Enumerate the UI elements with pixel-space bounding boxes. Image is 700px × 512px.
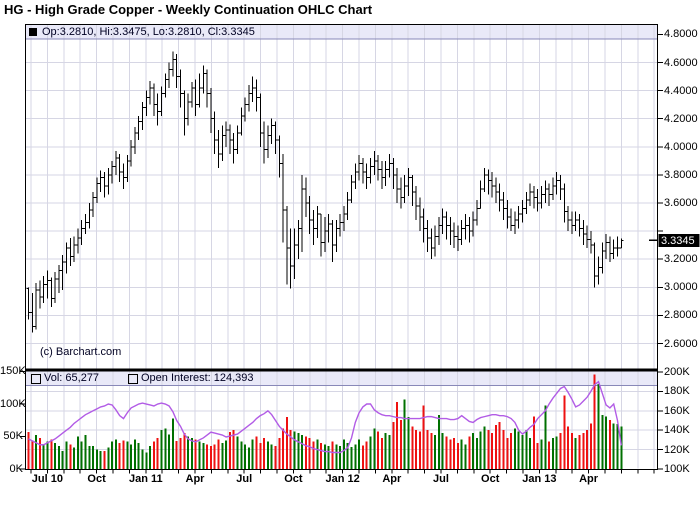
price-gridlines — [26, 62, 657, 344]
x-axis-label: Jul — [236, 473, 253, 485]
volume-axis-label: 100K — [0, 397, 26, 410]
price-axis-label: 4.0000 — [664, 140, 698, 153]
volume-bars — [27, 374, 623, 469]
oi-axis-label: 120K — [664, 443, 690, 456]
price-axis-label: 3.6000 — [664, 197, 698, 209]
legend-strips — [26, 25, 657, 386]
axis-ticks — [20, 33, 663, 474]
oi-axis-label: 100K — [664, 463, 690, 475]
x-axis-label: Jul 10 — [31, 473, 63, 485]
barchart-watermark: (c) Barchart.com — [40, 346, 122, 358]
x-axis-label: Jan 12 — [325, 473, 360, 485]
oi-axis-label: 160K — [664, 404, 690, 417]
price-axis-label: 4.6000 — [664, 56, 698, 69]
last-price-badge-box — [649, 233, 700, 247]
last-price-badge: 3.3345 — [661, 234, 695, 247]
x-axis-label: Jan 11 — [128, 473, 163, 485]
price-axis-label: 4.4000 — [664, 84, 698, 97]
volume-axis-label: 150K — [0, 365, 26, 378]
lower-gridlines — [26, 390, 657, 451]
strip-edges — [26, 38, 657, 386]
x-axis-label: Oct — [284, 473, 303, 485]
oi-axis-label: 200K — [664, 366, 690, 378]
open-interest-legend-swatch — [128, 374, 138, 384]
price-axis-label: 2.8000 — [664, 309, 698, 322]
price-axis-label: 2.6000 — [664, 337, 698, 350]
panel-frames — [25, 24, 658, 470]
ohlc-series-marker-icon — [29, 28, 37, 36]
open-interest-line — [28, 380, 622, 454]
x-axis-label: Jan 13 — [522, 473, 557, 485]
price-axis-label: 3.0000 — [664, 281, 698, 294]
x-axis-label: Apr — [185, 473, 205, 485]
page-title: HG - High Grade Copper - Weekly Continua… — [4, 2, 373, 17]
open-interest-legend-label: Open Interest: 124,393 — [141, 372, 254, 384]
volume-legend-label: Vol: 65,277 — [44, 372, 100, 384]
vertical-gridlines — [30, 25, 655, 469]
oi-axis-label: 140K — [664, 424, 690, 437]
x-axis-label: Apr — [382, 473, 402, 485]
price-axis-label: 4.8000 — [664, 28, 698, 41]
volume-axis-label: 0K — [9, 463, 23, 475]
x-axis-label: Oct — [481, 473, 500, 485]
volume-axis-label: 50K — [3, 430, 23, 443]
price-axis-label: 3.2000 — [664, 253, 698, 266]
oi-axis-label: 180K — [664, 385, 690, 398]
x-axis-label: Jul — [433, 473, 449, 485]
quote-summary: Op:3.2810, Hi:3.3475, Lo:3.2810, Cl:3.33… — [42, 26, 255, 38]
price-axis-label: 4.2000 — [664, 112, 698, 125]
price-axis-label: 3.8000 — [664, 168, 698, 181]
x-axis-label: Apr — [579, 473, 599, 485]
ohlc-bars — [26, 51, 624, 333]
volume-legend-swatch — [31, 374, 41, 384]
x-axis-label: Oct — [87, 473, 106, 485]
